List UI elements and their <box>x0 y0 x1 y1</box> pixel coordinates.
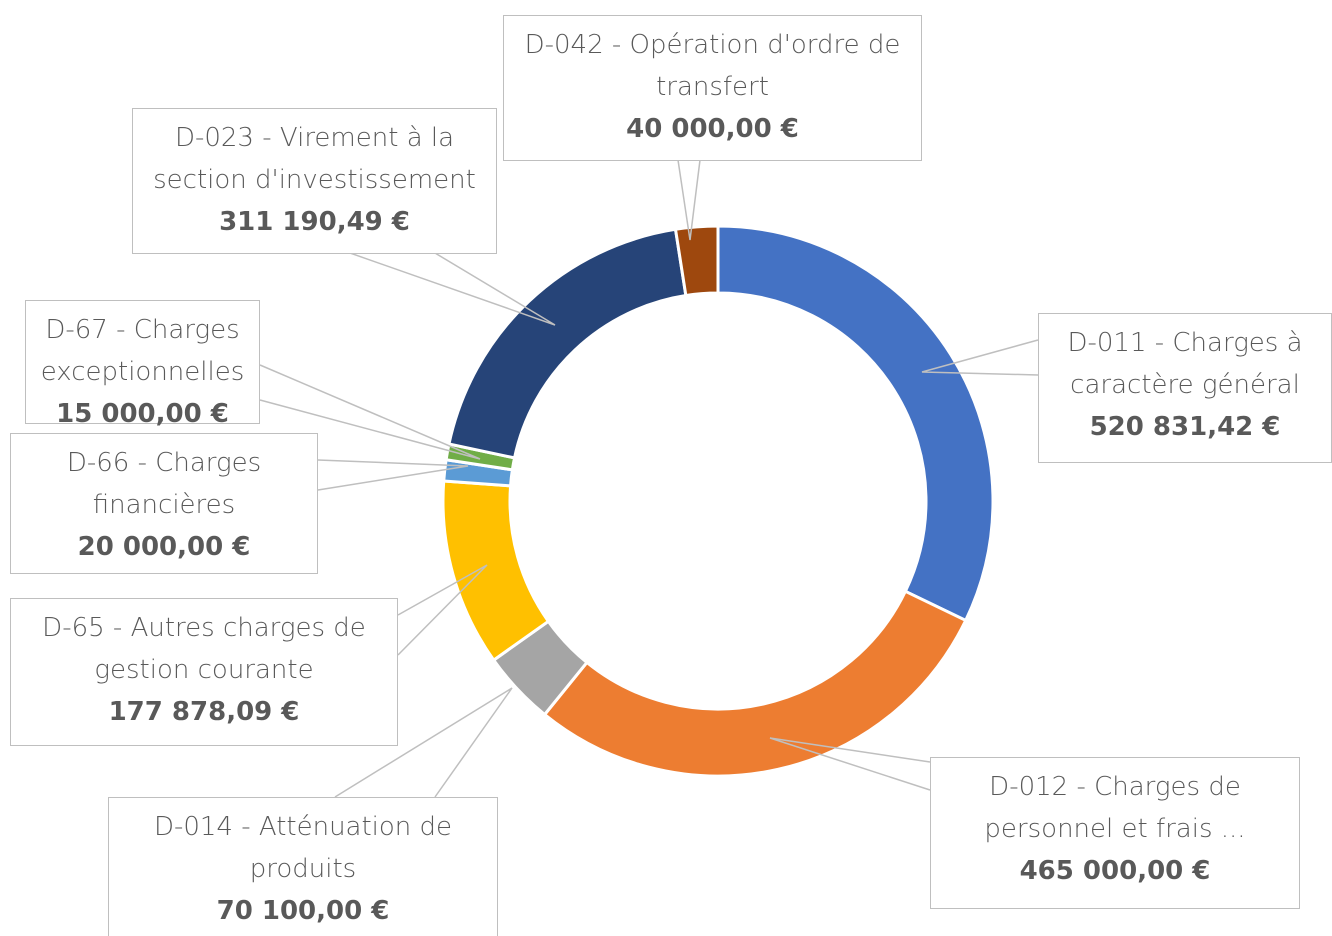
label-value: 70 100,00 € <box>216 896 390 926</box>
callout-leader <box>677 159 701 241</box>
donut-segment <box>441 479 551 663</box>
label-value: 177 878,09 € <box>108 697 300 727</box>
label-value: 520 831,42 € <box>1089 412 1281 442</box>
data-label: D-014 - Atténuation de produits 70 100,00… <box>108 797 498 936</box>
donut-segment <box>447 227 688 460</box>
data-label: D-65 - Autres charges de gestion courant… <box>10 598 398 746</box>
data-label: D-67 - Charges exceptionnelles 15 000,00 … <box>25 300 260 429</box>
label-name: D-012 - Charges de personnel et frais ..… <box>984 772 1246 844</box>
label-name: D-66 - Charges financières <box>66 448 262 520</box>
label-name: D-023 - Virement à la section d'investis… <box>153 123 476 195</box>
label-value: 15 000,00 € <box>56 399 229 429</box>
data-label: D-012 - Charges de personnel et frais ..… <box>930 757 1300 909</box>
label-name: D-011 - Charges à caractère général <box>1067 328 1303 400</box>
label-name: D-014 - Atténuation de produits <box>153 812 453 884</box>
donut-segment <box>673 224 720 298</box>
data-label: D-66 - Charges financières 20 000,00 € <box>10 433 318 574</box>
callout-leader <box>334 687 513 798</box>
callout-leader <box>397 564 488 656</box>
callout-leader <box>349 252 556 326</box>
label-name: D-65 - Autres charges de gestion courant… <box>42 613 366 685</box>
label-value: 465 000,00 € <box>1019 856 1211 886</box>
label-name: D-042 - Opération d'ordre de transfert <box>524 30 901 102</box>
label-value: 20 000,00 € <box>77 532 251 562</box>
callout-leader <box>921 339 1039 376</box>
data-label: D-011 - Charges à caractère général 520 8… <box>1038 313 1332 463</box>
callout-leader <box>259 364 481 460</box>
callout-leader <box>769 737 931 791</box>
label-value: 311 190,49 € <box>219 207 410 237</box>
callout-leader <box>317 459 469 491</box>
donut-segment <box>716 224 995 623</box>
data-label: D-042 - Opération d'ordre de transfert 40… <box>503 15 922 161</box>
donut-segment <box>542 589 968 778</box>
data-label: D-023 - Virement à la section d'investis… <box>132 108 497 254</box>
label-name: D-67 - Charges exceptionnelles <box>40 315 245 387</box>
label-value: 40 000,00 € <box>626 114 799 144</box>
